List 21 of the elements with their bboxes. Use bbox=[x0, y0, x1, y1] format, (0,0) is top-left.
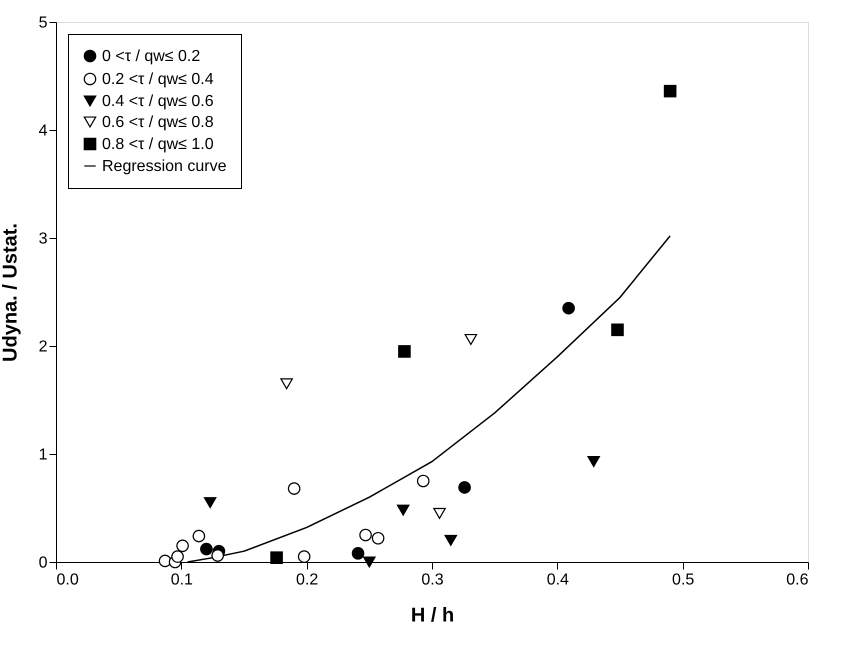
x-tick-label: 0.2 bbox=[296, 572, 318, 588]
legend-label: Regression curve bbox=[102, 158, 227, 175]
legend-label: 0.4 <τ / qw≤ 0.6 bbox=[102, 93, 214, 110]
x-tick-label: 0.6 bbox=[786, 572, 809, 588]
y-tick-label: 1 bbox=[38, 446, 48, 464]
legend-label: 0.6 <τ / qw≤ 0.8 bbox=[102, 114, 214, 131]
y-tick-label: 5 bbox=[38, 14, 48, 32]
legend-label: 0.2 <τ / qw≤ 0.4 bbox=[102, 71, 214, 88]
x-tick-label: 0.0 bbox=[56, 572, 79, 588]
y-tick-label: 2 bbox=[38, 338, 48, 356]
y-tick-label: 4 bbox=[38, 122, 48, 140]
x-tick-label: 0.5 bbox=[672, 572, 694, 588]
y-tick-label: 3 bbox=[38, 230, 48, 248]
x-axis-title: H / h bbox=[410, 604, 454, 626]
legend-label: 0.8 <τ / qw≤ 1.0 bbox=[102, 136, 214, 153]
y-tick-label: 0 bbox=[38, 554, 48, 572]
y-axis-title: Udyna. / Ustat. bbox=[0, 223, 22, 362]
legend-label: 0 <τ / qw≤ 0.2 bbox=[102, 48, 200, 65]
x-tick-label: 0.3 bbox=[421, 572, 444, 588]
x-tick-label: 0.4 bbox=[546, 572, 570, 588]
x-tick-label: 0.1 bbox=[170, 572, 194, 588]
